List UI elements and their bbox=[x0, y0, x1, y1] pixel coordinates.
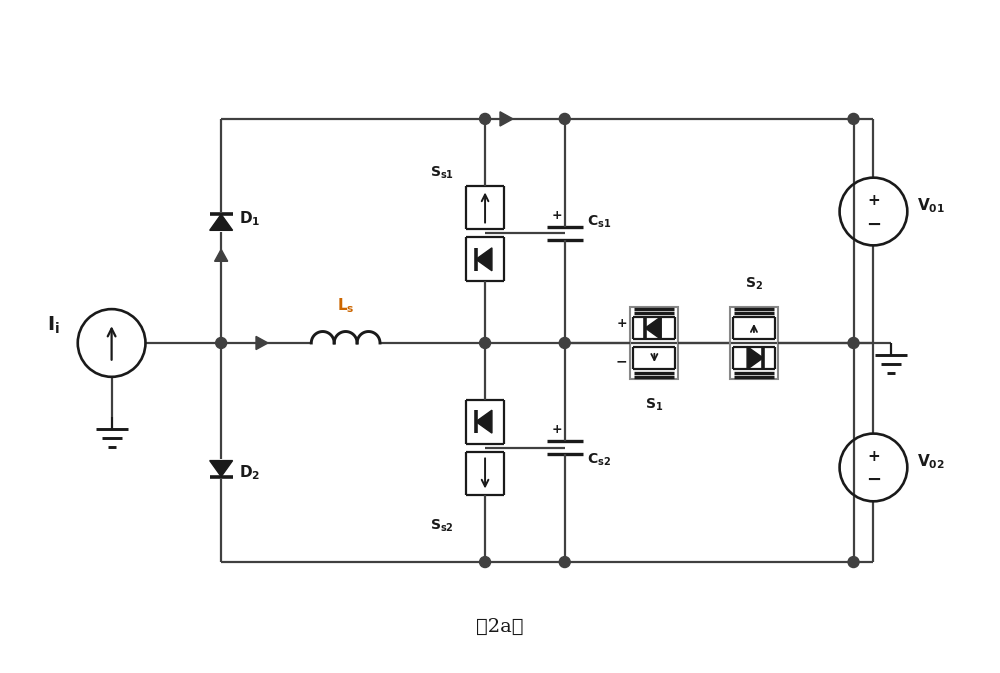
Text: $\mathbf{V_{02}}$: $\mathbf{V_{02}}$ bbox=[917, 452, 945, 471]
Polygon shape bbox=[476, 248, 492, 271]
Text: $\mathbf{S_{s1}}$: $\mathbf{S_{s1}}$ bbox=[430, 164, 454, 180]
Polygon shape bbox=[747, 347, 763, 369]
Text: $\mathbf{D_1}$: $\mathbf{D_1}$ bbox=[239, 209, 261, 228]
Circle shape bbox=[559, 337, 570, 349]
Text: $\mathbf{S_2}$: $\mathbf{S_2}$ bbox=[745, 276, 763, 292]
Text: +: + bbox=[616, 316, 627, 330]
Text: $\mathbf{L_s}$: $\mathbf{L_s}$ bbox=[337, 296, 354, 315]
Text: +: + bbox=[867, 449, 880, 464]
Bar bbox=[630, 307, 678, 379]
Text: $\mathbf{C_{s2}}$: $\mathbf{C_{s2}}$ bbox=[587, 452, 611, 468]
Text: −: − bbox=[866, 215, 881, 234]
Text: （2a）: （2a） bbox=[476, 618, 524, 636]
Text: +: + bbox=[551, 423, 562, 436]
Text: −: − bbox=[866, 471, 881, 489]
Polygon shape bbox=[476, 411, 492, 433]
Text: −: − bbox=[616, 354, 627, 368]
Text: $\mathbf{I_i}$: $\mathbf{I_i}$ bbox=[47, 314, 60, 336]
Circle shape bbox=[848, 557, 859, 567]
Circle shape bbox=[216, 337, 227, 349]
Bar bbox=[730, 307, 778, 379]
Text: $\mathbf{D_2}$: $\mathbf{D_2}$ bbox=[239, 463, 260, 482]
Polygon shape bbox=[500, 112, 513, 126]
Polygon shape bbox=[210, 214, 233, 230]
Polygon shape bbox=[256, 336, 268, 349]
Circle shape bbox=[480, 337, 491, 349]
Circle shape bbox=[480, 557, 491, 567]
Text: $\mathbf{V_{01}}$: $\mathbf{V_{01}}$ bbox=[917, 197, 945, 215]
Polygon shape bbox=[215, 250, 228, 261]
Text: $\mathbf{C_{s1}}$: $\mathbf{C_{s1}}$ bbox=[587, 213, 611, 229]
Text: +: + bbox=[867, 193, 880, 208]
Text: $\mathbf{S_1}$: $\mathbf{S_1}$ bbox=[645, 397, 663, 413]
Text: +: + bbox=[551, 209, 562, 222]
Text: $\mathbf{S_{s2}}$: $\mathbf{S_{s2}}$ bbox=[430, 518, 454, 534]
Polygon shape bbox=[645, 316, 661, 339]
Circle shape bbox=[559, 114, 570, 125]
Polygon shape bbox=[210, 460, 233, 476]
Circle shape bbox=[848, 337, 859, 349]
Circle shape bbox=[559, 557, 570, 567]
Circle shape bbox=[848, 114, 859, 125]
Circle shape bbox=[480, 114, 491, 125]
